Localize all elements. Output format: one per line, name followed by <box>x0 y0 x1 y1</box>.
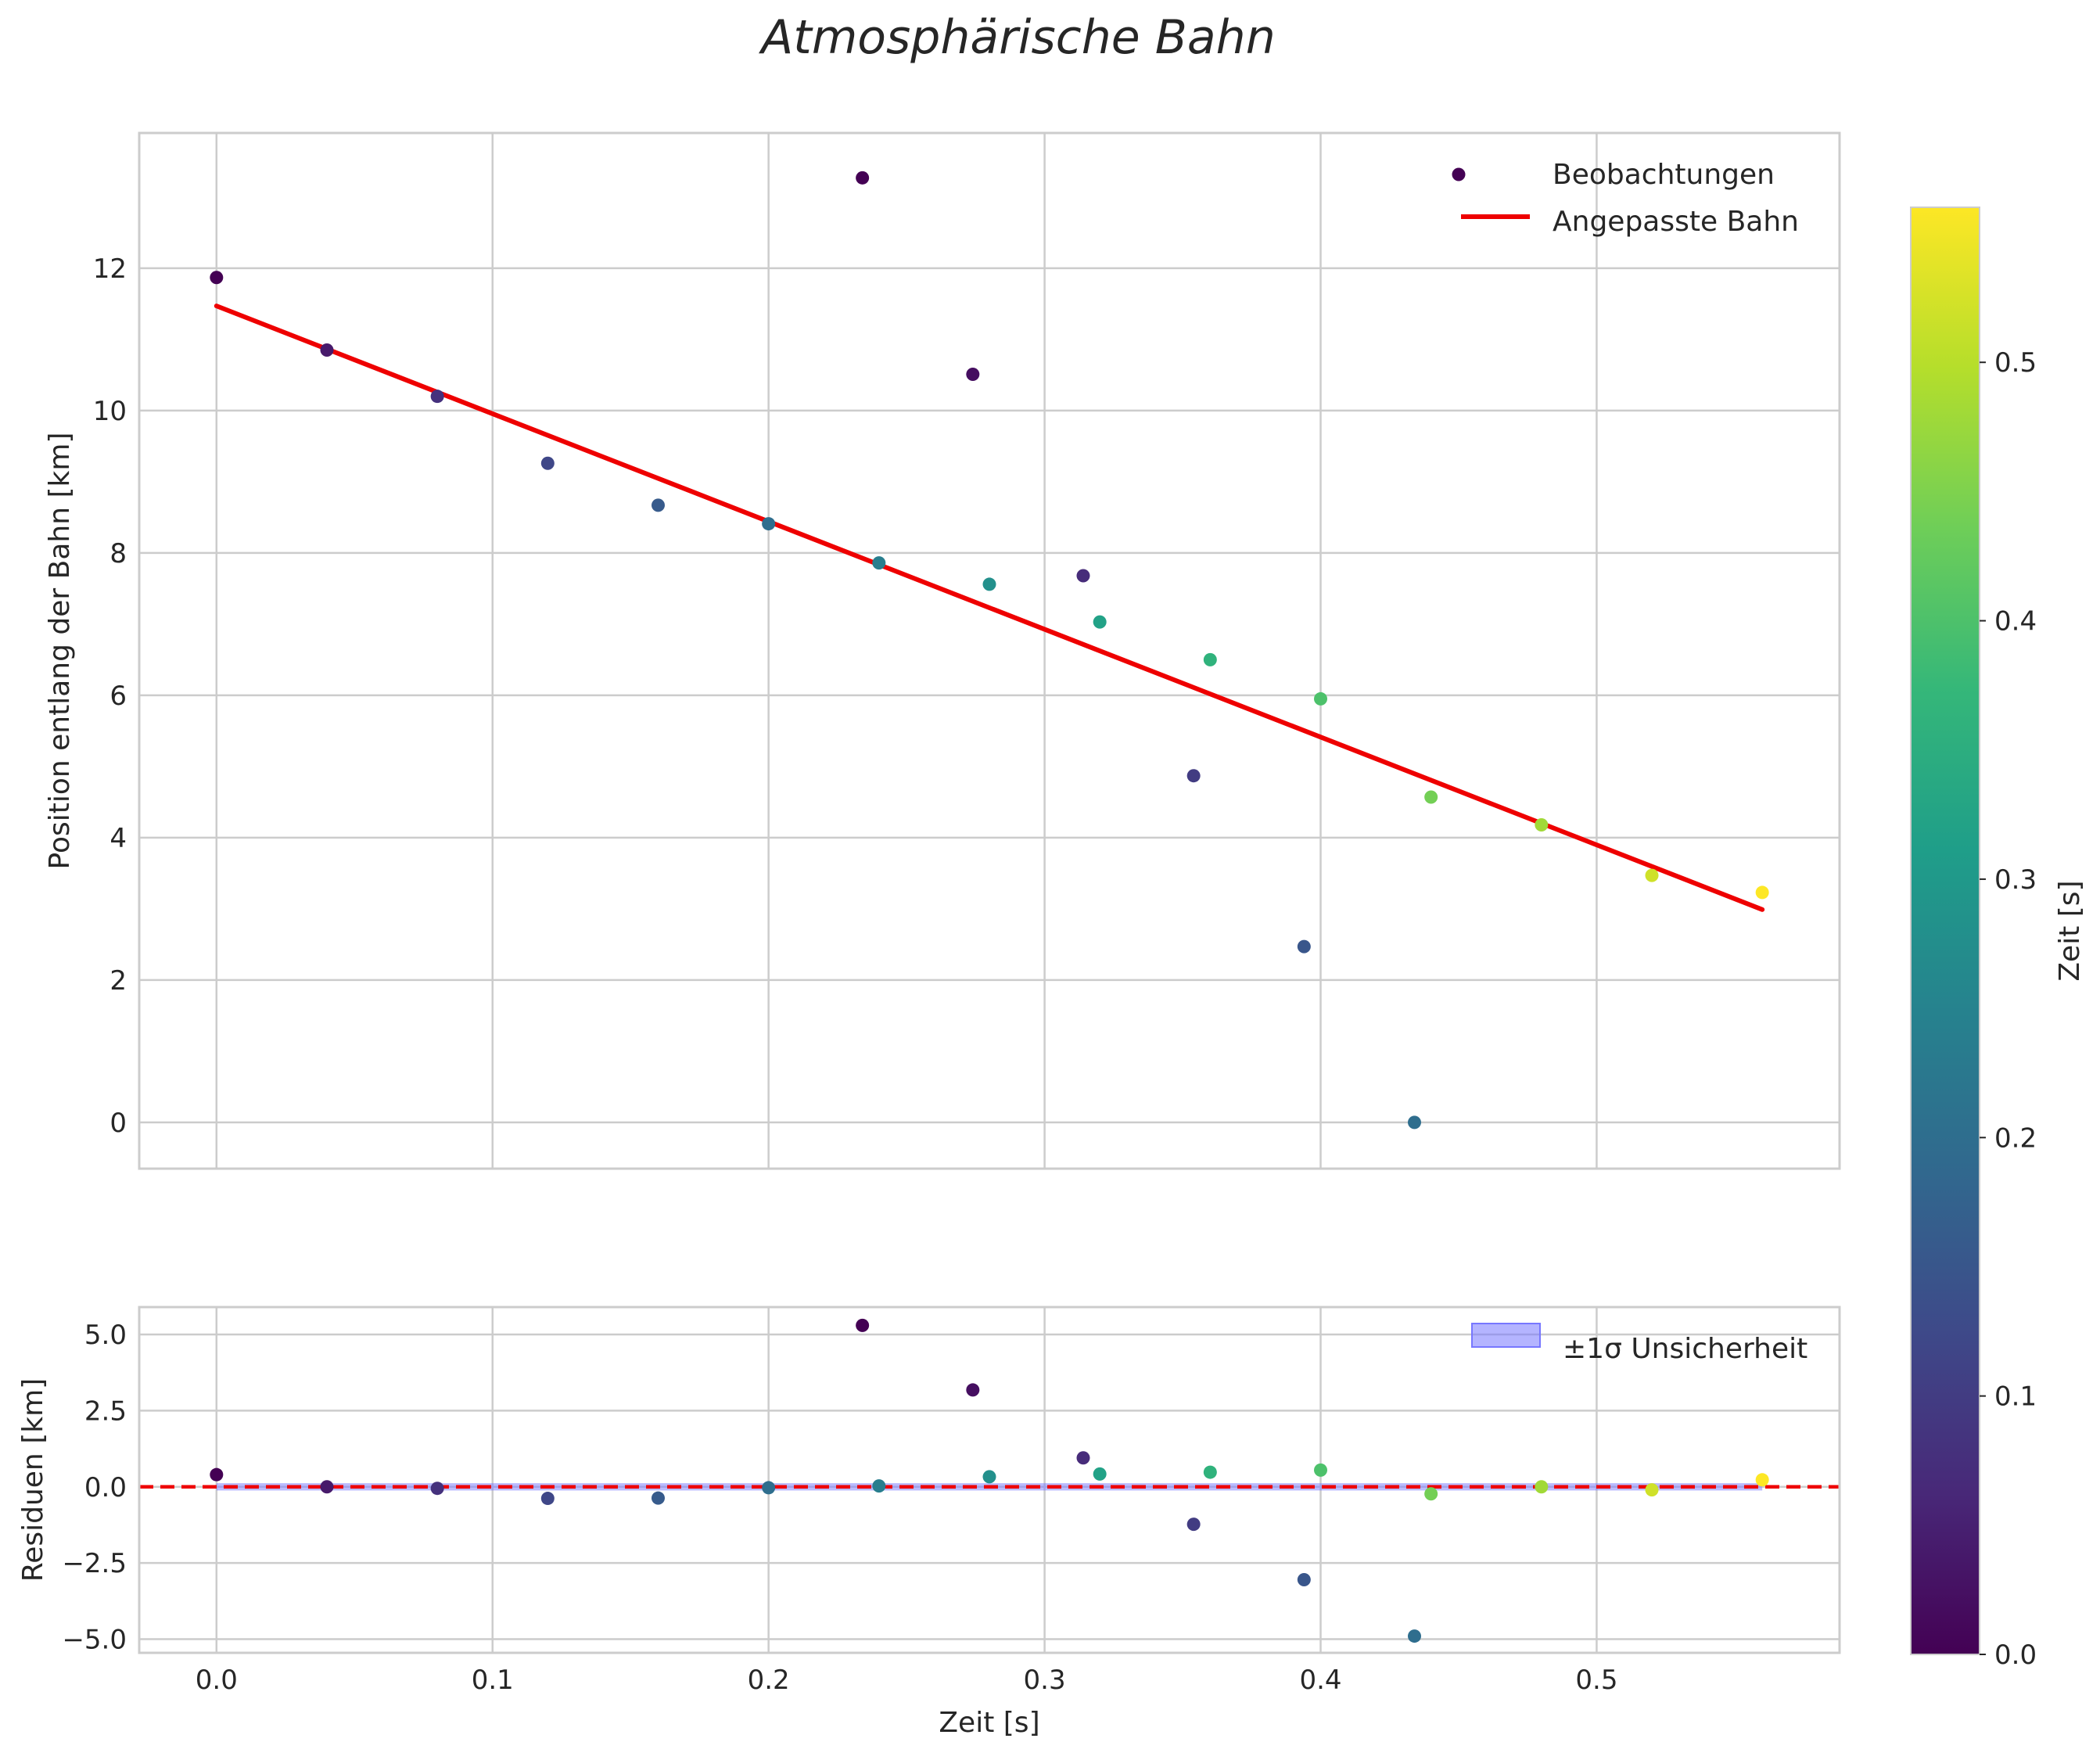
resid-y-tick-label: −2.5 <box>62 1548 127 1579</box>
main-data-point <box>872 556 886 570</box>
colorbar-ticks: 0.0 0.1 0.2 0.3 0.4 0.5 <box>1980 347 2037 1671</box>
colorbar-tick-label: 0.1 <box>1994 1381 2037 1413</box>
main-data-point <box>1076 569 1090 583</box>
resid-data-point <box>1535 1480 1549 1494</box>
resid-y-tick-label: 2.5 <box>84 1395 127 1427</box>
main-data-point <box>1645 868 1659 882</box>
resid-y-tick-label: 5.0 <box>84 1320 127 1351</box>
main-data-point <box>1408 1115 1421 1130</box>
main-data-point <box>210 271 224 285</box>
main-data-point <box>1186 769 1201 783</box>
resid-axes-frame <box>138 1306 1841 1654</box>
legend-patch-uncertainty <box>1471 1323 1541 1348</box>
colorbar-tick-label: 0.5 <box>1994 347 2037 379</box>
colorbar-tick-label: 0.2 <box>1994 1122 2037 1154</box>
main-data-point <box>540 456 555 470</box>
main-plot: 0 2 4 6 8 10 12 Position entlang der Bahn [km] B… <box>44 131 1841 1170</box>
main-data-point <box>856 171 870 185</box>
fitted-trajectory-line <box>214 304 1765 912</box>
main-data-point <box>1297 939 1311 954</box>
main-data-point <box>1424 790 1438 804</box>
resid-data-point <box>320 1480 334 1494</box>
resid-x-tick-label: 0.0 <box>196 1665 238 1696</box>
resid-x-tick-label: 0.1 <box>472 1665 514 1696</box>
colorbar-tick-label: 0.0 <box>1994 1640 2037 1671</box>
main-data-point <box>1535 817 1549 832</box>
legend-label: Angepasste Bahn <box>1553 206 1799 238</box>
resid-data-point <box>982 1470 996 1484</box>
main-data-point <box>966 367 980 381</box>
resid-data-point <box>1076 1451 1090 1465</box>
colorbar-tick-label: 0.3 <box>1994 864 2037 896</box>
resid-data-point <box>1755 1473 1769 1487</box>
resid-data-point <box>1424 1487 1438 1501</box>
main-data-point <box>430 390 444 404</box>
main-y-tick-label: 0 <box>109 1108 127 1139</box>
resid-x-axis-label: Zeit [s] <box>939 1707 1039 1739</box>
main-y-tick-label: 2 <box>109 965 127 997</box>
main-y-tick-label: 10 <box>93 396 127 427</box>
main-axes-frame <box>138 131 1841 1170</box>
resid-legend: ±1σ Unsicherheit <box>1471 1323 1807 1365</box>
main-y-tick-label: 4 <box>109 823 127 854</box>
main-data-point <box>982 577 996 591</box>
legend-marker-observations <box>1452 167 1466 181</box>
resid-data-point <box>540 1492 555 1506</box>
resid-data-point <box>1645 1483 1659 1497</box>
colorbar-tick-label: 0.4 <box>1994 606 2037 638</box>
main-legend: Beobachtungen Angepasste Bahn <box>1452 159 1799 238</box>
main-data-point <box>762 517 776 531</box>
resid-data-point <box>210 1467 224 1482</box>
colorbar: 0.0 0.1 0.2 0.3 0.4 0.5 Zeit [s] <box>1910 207 2086 1671</box>
resid-data-point <box>856 1318 870 1332</box>
main-data-point <box>651 498 665 512</box>
resid-y-tick-label: −5.0 <box>62 1624 127 1655</box>
legend-label: Beobachtungen <box>1553 159 1775 191</box>
resid-data-point <box>1314 1463 1328 1477</box>
resid-y-tick-label: 0.0 <box>84 1472 127 1503</box>
main-y-tick-label: 8 <box>109 538 127 569</box>
main-plot-area <box>139 133 1840 1169</box>
resid-data-point <box>1203 1465 1217 1479</box>
main-data-point <box>1314 691 1328 706</box>
resid-x-tick-label: 0.4 <box>1299 1665 1341 1696</box>
chart-title: Atmosphärische Bahn <box>758 10 1275 65</box>
main-data-point <box>320 343 334 357</box>
resid-data-point <box>1297 1573 1311 1587</box>
main-data-point <box>1203 652 1217 666</box>
main-y-tick-label: 6 <box>109 681 127 712</box>
colorbar-gradient <box>1910 207 1980 1655</box>
resid-data-point <box>966 1383 980 1397</box>
resid-x-tick-label: 0.5 <box>1575 1665 1617 1696</box>
legend-label: ±1σ Unsicherheit <box>1563 1333 1807 1365</box>
resid-data-point <box>1186 1518 1201 1532</box>
main-y-axis-label: Position entlang der Bahn [km] <box>44 433 76 870</box>
colorbar-label: Zeit [s] <box>2054 880 2086 981</box>
resid-data-point <box>872 1479 886 1493</box>
resid-data-point <box>1093 1467 1107 1481</box>
residuals-plot: 5.0 2.5 0.0 −2.5 −5.0 0.0 0.1 0.2 0.3 0.4 0.5 Resid… <box>17 1306 1841 1739</box>
main-data-point <box>1755 885 1769 900</box>
resid-x-tick-label: 0.2 <box>748 1665 790 1696</box>
resid-data-point <box>1408 1629 1421 1643</box>
resid-data-point <box>762 1481 776 1495</box>
resid-data-point <box>651 1491 665 1505</box>
main-y-tick-label: 12 <box>93 253 127 285</box>
main-data-point <box>1093 615 1107 629</box>
resid-y-axis-label: Residuen [km] <box>17 1378 49 1582</box>
resid-x-tick-label: 0.3 <box>1024 1665 1066 1696</box>
resid-data-point <box>430 1482 444 1496</box>
